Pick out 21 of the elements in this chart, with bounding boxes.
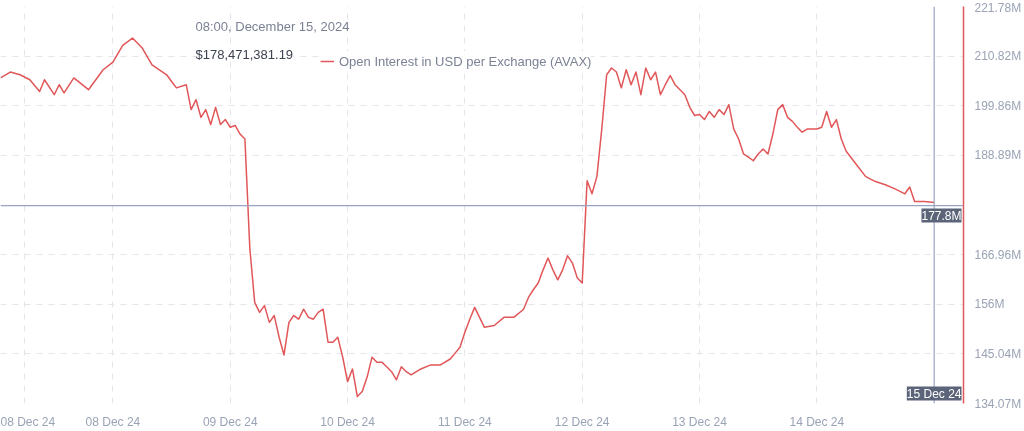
y-tick-label: 134.07M bbox=[974, 396, 1022, 411]
x-tick-label: 09 Dec 24 bbox=[202, 414, 258, 429]
ref-line-label: 15 Dec 24 bbox=[906, 386, 962, 401]
y-tick-label: 145.04M bbox=[974, 346, 1022, 361]
ref-line-label: 177.8M bbox=[921, 208, 962, 223]
x-tick-label: 08 Dec 24 bbox=[0, 414, 56, 429]
legend-label: Open Interest in USD per Exchange (AVAX) bbox=[339, 53, 592, 69]
y-tick-label: 210.82M bbox=[974, 49, 1022, 64]
y-tick-label: 199.86M bbox=[974, 98, 1022, 113]
y-tick-label: 166.96M bbox=[974, 247, 1022, 262]
x-tick-label: 13 Dec 24 bbox=[672, 414, 728, 429]
y-tick-label: 221.78M bbox=[974, 0, 1022, 15]
y-tick-label: 188.89M bbox=[974, 148, 1022, 163]
x-tick-label: 14 Dec 24 bbox=[789, 414, 845, 429]
y-tick-label: 156M bbox=[974, 297, 1005, 312]
x-tick-label: 11 Dec 24 bbox=[437, 414, 493, 429]
x-tick-label: 12 Dec 24 bbox=[554, 414, 610, 429]
text: 08:00, December 15, 2024 bbox=[195, 18, 350, 34]
x-tick-label: 10 Dec 24 bbox=[320, 414, 376, 429]
annotation: $178,471,381.19 bbox=[195, 46, 294, 62]
x-tick-label: 08 Dec 24 bbox=[85, 414, 141, 429]
